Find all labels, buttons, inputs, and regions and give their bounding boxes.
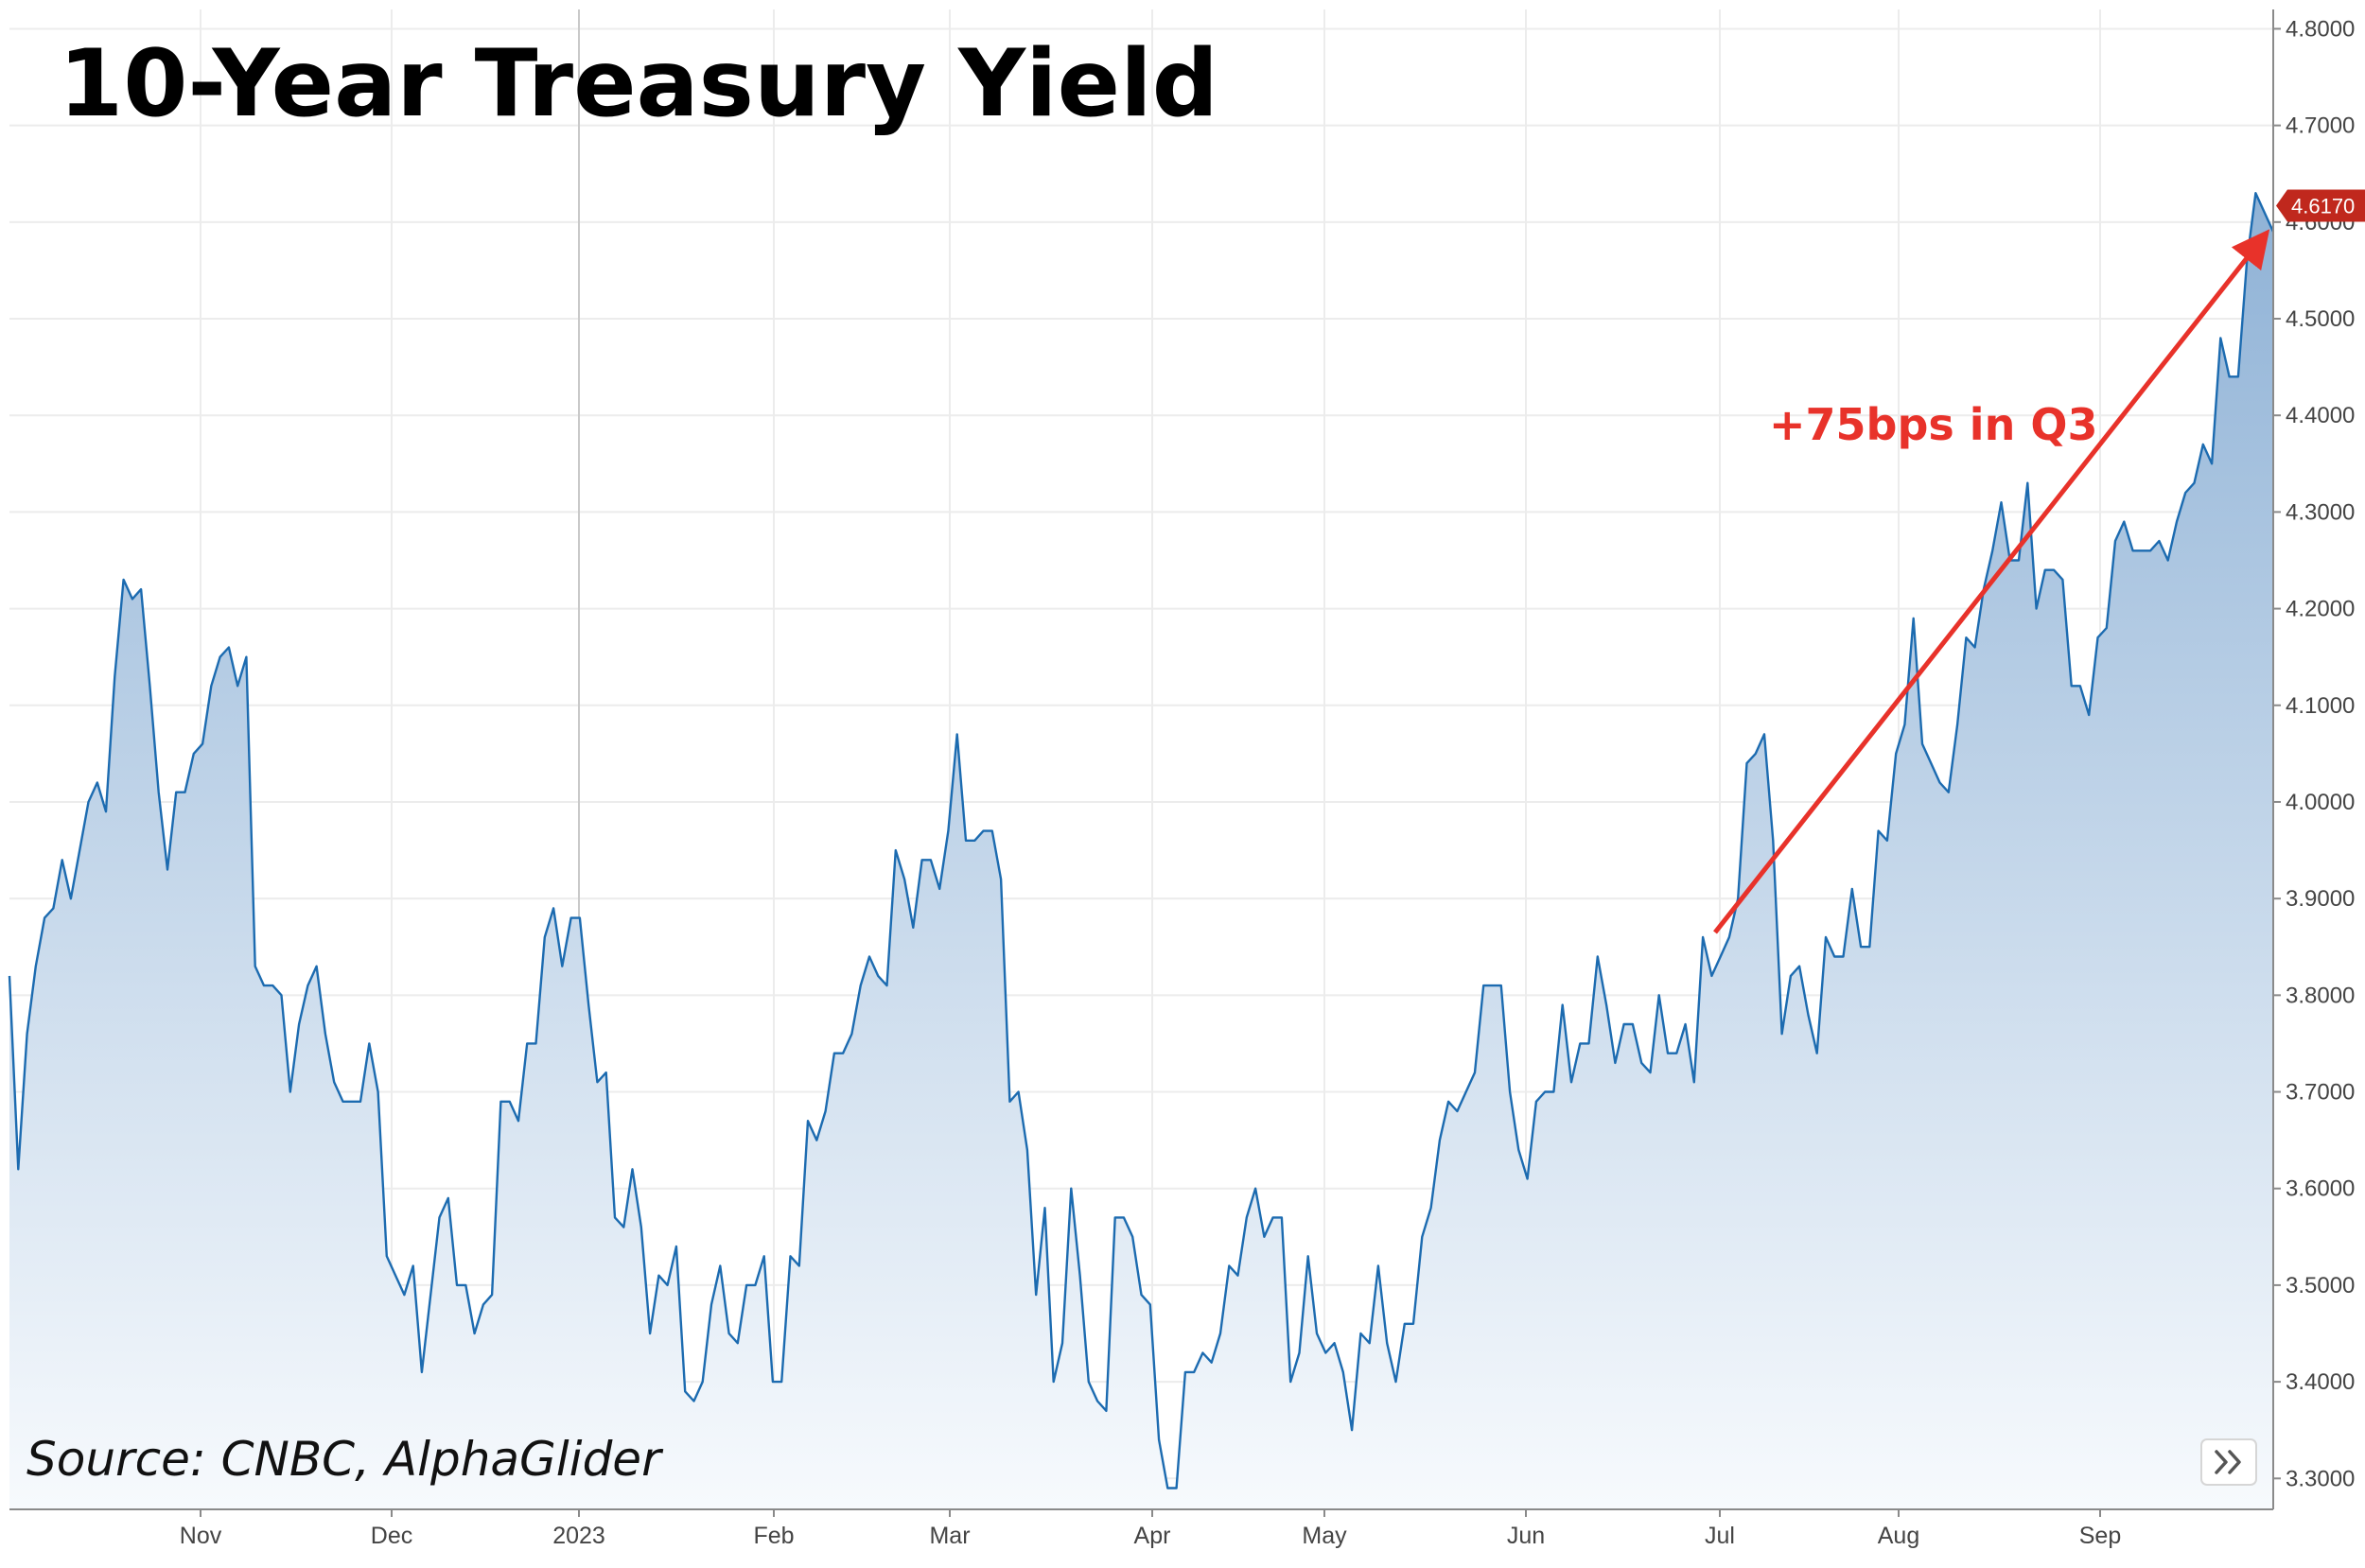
y-tick-label: 4.4000 [2286,403,2355,428]
yield-area-fill [9,193,2273,1510]
x-tick-label: Jun [1507,1523,1545,1549]
chart-title: 10-Year Treasury Yield [59,30,1218,138]
x-tick-label: Jul [1705,1523,1735,1549]
y-tick-label: 3.8000 [2286,983,2355,1008]
y-tick-label: 4.1000 [2286,693,2355,719]
area-layer [8,192,2275,1510]
axes [9,9,2274,1510]
y-axis-labels: 4.80004.70004.60004.50004.40004.30004.20… [2273,16,2355,1491]
y-tick-label: 3.3000 [2286,1466,2355,1491]
expand-button[interactable] [2200,1438,2257,1486]
x-tick-label: Feb [753,1523,794,1549]
source-credit: Source: CNBC, AlphaGlider [26,1432,664,1487]
y-tick-label: 4.5000 [2286,306,2355,332]
x-tick-label: Apr [1134,1523,1171,1549]
yield-line [8,192,2275,1490]
annotation-label: +75bps in Q3 [1769,399,2097,450]
x-tick-label: Nov [180,1523,222,1549]
y-tick-label: 3.6000 [2286,1176,2355,1202]
x-tick-label: Sep [2079,1523,2121,1549]
double-chevron-right-icon[interactable] [2215,1450,2241,1474]
annotation-arrow [1713,229,2270,934]
y-tick-label: 4.2000 [2286,597,2355,622]
x-tick-label: Mar [929,1523,970,1549]
y-tick-label: 3.9000 [2286,886,2355,912]
expand-button-frame[interactable] [2200,1438,2257,1486]
last-value-label: 4.6170 [2291,194,2355,218]
x-tick-label: May [1302,1523,1347,1549]
y-tick-label: 4.0000 [2286,790,2355,815]
x-axis-labels: Nov Dec 2023 Feb Mar Apr May Jun Jul Aug Sep [180,1509,2121,1549]
y-tick-label: 4.8000 [2286,16,2355,42]
y-tick-label: 3.7000 [2286,1080,2355,1106]
y-tick-label: 3.5000 [2286,1273,2355,1298]
x-tick-label: Dec [371,1523,412,1549]
last-value-badge: 4.6170 [2276,189,2365,222]
y-tick-label: 3.4000 [2286,1369,2355,1395]
x-tick-label: 2023 [552,1523,605,1549]
x-tick-label: Aug [1878,1523,1919,1549]
last-value-badge-shape [2276,189,2365,222]
y-tick-label: 4.7000 [2286,113,2355,139]
y-tick-label: 4.3000 [2286,499,2355,525]
